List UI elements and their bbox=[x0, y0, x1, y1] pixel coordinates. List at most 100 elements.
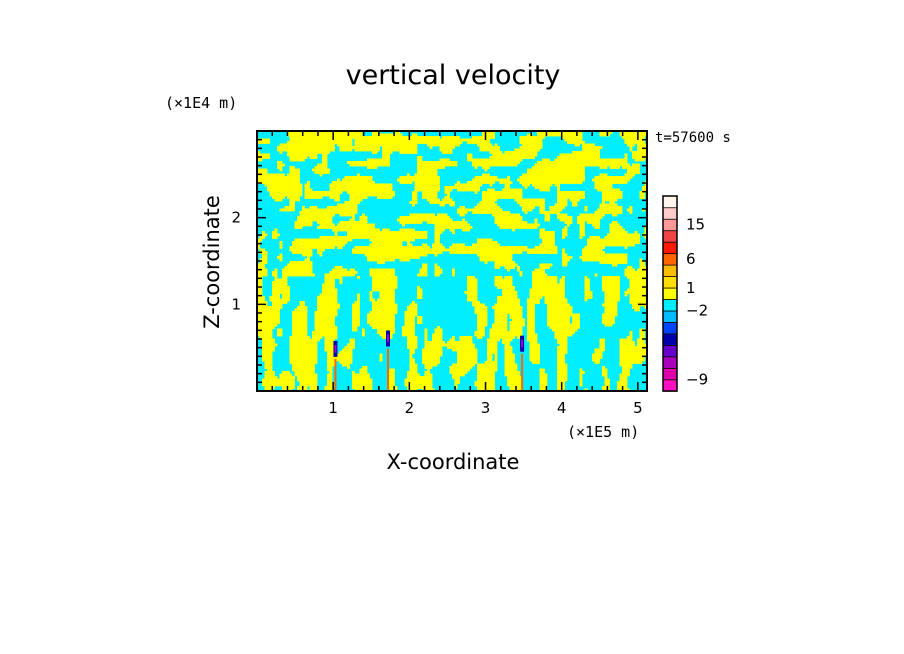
positive-region bbox=[372, 283, 398, 287]
positive-region bbox=[347, 233, 428, 237]
positive-region bbox=[327, 206, 358, 209]
plume-core-center bbox=[334, 344, 337, 353]
positive-region bbox=[292, 326, 308, 329]
positive-region bbox=[604, 301, 618, 304]
positive-region bbox=[527, 323, 535, 327]
positive-region bbox=[299, 211, 358, 214]
positive-region bbox=[644, 231, 647, 234]
positive-region bbox=[349, 338, 355, 342]
positive-region bbox=[417, 161, 458, 164]
positive-region bbox=[417, 296, 423, 299]
positive-region bbox=[262, 253, 268, 257]
positive-region bbox=[379, 296, 395, 299]
positive-region bbox=[327, 351, 338, 354]
positive-region bbox=[494, 313, 508, 317]
positive-region bbox=[509, 321, 525, 324]
positive-region bbox=[257, 153, 270, 157]
positive-region bbox=[459, 213, 465, 217]
positive-region bbox=[422, 263, 428, 267]
positive-region bbox=[422, 361, 440, 364]
positive-region bbox=[357, 298, 360, 302]
positive-region bbox=[352, 303, 360, 307]
positive-region bbox=[257, 276, 263, 279]
positive-region bbox=[402, 328, 415, 332]
positive-region bbox=[339, 221, 368, 224]
positive-region bbox=[289, 156, 308, 159]
positive-region bbox=[277, 328, 283, 332]
positive-region bbox=[477, 368, 498, 372]
positive-region bbox=[584, 298, 588, 302]
positive-region bbox=[407, 308, 418, 312]
positive-region bbox=[257, 318, 280, 322]
positive-region bbox=[282, 293, 290, 297]
positive-region bbox=[509, 328, 523, 332]
positive-region bbox=[414, 173, 438, 177]
positive-region bbox=[582, 253, 628, 257]
positive-region bbox=[504, 276, 513, 279]
positive-region bbox=[354, 138, 490, 142]
positive-region bbox=[527, 336, 538, 339]
positive-region bbox=[602, 371, 608, 374]
positive-region bbox=[562, 256, 573, 259]
positive-region bbox=[497, 286, 515, 289]
positive-region bbox=[477, 253, 513, 257]
positive-region bbox=[369, 291, 373, 294]
x-tick-label: 2 bbox=[405, 399, 415, 417]
positive-region bbox=[349, 218, 355, 222]
positive-region bbox=[297, 218, 333, 222]
positive-region bbox=[532, 183, 553, 187]
positive-region bbox=[422, 348, 443, 352]
positive-region bbox=[509, 323, 525, 327]
positive-region bbox=[522, 143, 543, 147]
positive-region bbox=[257, 168, 268, 172]
positive-region bbox=[494, 276, 503, 279]
positive-region bbox=[424, 366, 433, 369]
colorbar-label: 6 bbox=[686, 250, 696, 268]
positive-region bbox=[602, 388, 610, 391]
positive-region bbox=[479, 258, 513, 262]
positive-region bbox=[347, 343, 355, 347]
positive-region bbox=[527, 316, 535, 319]
positive-region bbox=[562, 261, 568, 264]
colorbar-band bbox=[662, 344, 678, 358]
positive-region bbox=[282, 268, 313, 272]
positive-region bbox=[417, 156, 423, 159]
positive-region bbox=[257, 298, 265, 302]
positive-region bbox=[277, 161, 283, 164]
positive-region bbox=[322, 161, 328, 164]
positive-region bbox=[407, 386, 433, 389]
positive-region bbox=[292, 251, 313, 254]
positive-region bbox=[417, 273, 428, 277]
positive-region bbox=[292, 366, 315, 369]
positive-region bbox=[504, 186, 510, 189]
positive-region bbox=[367, 313, 395, 317]
positive-region bbox=[409, 351, 415, 354]
positive-region bbox=[352, 383, 373, 387]
positive-region bbox=[434, 233, 440, 237]
positive-region bbox=[352, 326, 358, 329]
positive-region bbox=[407, 371, 418, 374]
positive-region bbox=[529, 293, 565, 297]
positive-region bbox=[579, 373, 583, 377]
positive-region bbox=[529, 356, 540, 359]
positive-region bbox=[377, 331, 395, 334]
positive-region bbox=[587, 241, 640, 244]
positive-region bbox=[612, 213, 618, 217]
positive-region bbox=[257, 281, 263, 284]
positive-region bbox=[409, 356, 413, 359]
positive-region bbox=[277, 166, 283, 169]
positive-region bbox=[602, 196, 623, 199]
positive-region bbox=[289, 343, 318, 347]
axis-ticks bbox=[257, 131, 647, 391]
positive-region bbox=[347, 161, 390, 164]
positive-region bbox=[372, 278, 398, 282]
positive-region bbox=[334, 233, 338, 237]
x-tick-label: 4 bbox=[557, 399, 567, 417]
positive-region bbox=[289, 198, 300, 202]
positive-region bbox=[584, 281, 590, 284]
positive-region bbox=[599, 133, 610, 137]
x-tick-label: 3 bbox=[481, 399, 491, 417]
positive-region bbox=[537, 161, 628, 164]
positive-region bbox=[274, 228, 278, 232]
positive-region bbox=[504, 183, 510, 187]
